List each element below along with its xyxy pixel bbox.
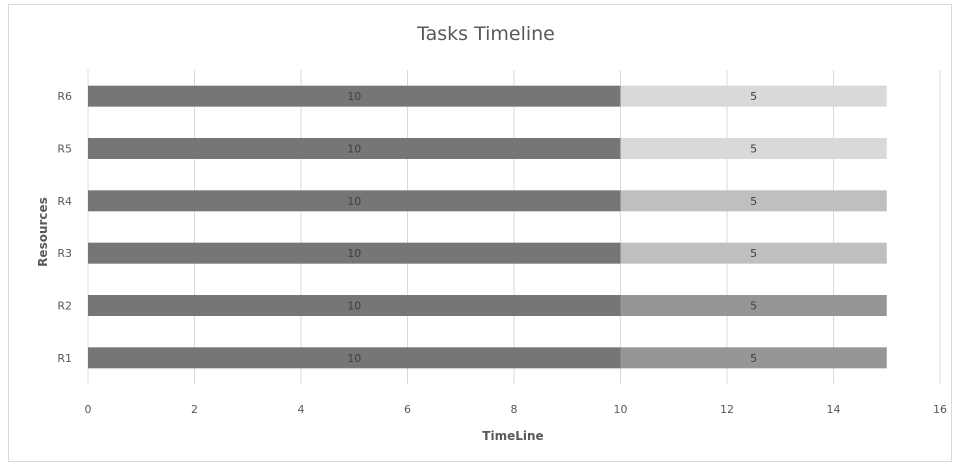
- y-tick-label-r4: R4: [57, 195, 72, 208]
- data-label-r3-segment-2: 5: [750, 247, 757, 260]
- y-tick-label-r2: R2: [57, 300, 72, 313]
- x-axis-title: TimeLine: [482, 429, 543, 443]
- data-label-r1-segment-2: 5: [750, 352, 757, 365]
- x-tick-label: 14: [827, 403, 841, 416]
- y-tick-label-r5: R5: [57, 143, 72, 156]
- data-label-r6-segment-2: 5: [750, 90, 757, 103]
- y-tick-label-r3: R3: [57, 247, 72, 260]
- data-label-r3-segment-1: 10: [347, 247, 361, 260]
- data-labels: 10 5 10 5 10 5 10 5 10 5 10 5: [347, 90, 757, 365]
- data-label-r2-segment-1: 10: [347, 300, 361, 313]
- x-tick-label: 2: [191, 403, 198, 416]
- x-tick-label: 12: [720, 403, 734, 416]
- x-tick-label: 6: [404, 403, 411, 416]
- y-axis-tick-labels: R1 R2 R3 R4 R5 R6: [57, 90, 72, 365]
- data-label-r5-segment-1: 10: [347, 143, 361, 156]
- x-tick-label: 10: [614, 403, 628, 416]
- data-label-r5-segment-2: 5: [750, 143, 757, 156]
- bar-r4-segment-2: [620, 190, 887, 212]
- bar-r4-segment-1: [88, 190, 621, 212]
- bar-r1-segment-2: [620, 347, 887, 369]
- data-label-r2-segment-2: 5: [750, 300, 757, 313]
- data-label-r4-segment-1: 10: [347, 195, 361, 208]
- chart-frame: [8, 4, 952, 462]
- x-tick-label: 0: [85, 403, 92, 416]
- bar-r2-segment-2: [620, 295, 887, 316]
- bar-r6-segment-1: [88, 85, 621, 107]
- bar-r5-segment-1: [88, 138, 621, 159]
- x-axis-tick-labels: 0 2 4 6 8 10 12 14 16: [85, 403, 948, 416]
- bar-r5-segment-2: [620, 138, 887, 159]
- bar-r3-segment-1: [88, 242, 621, 264]
- bar-r1-segment-1: [88, 347, 621, 369]
- y-axis-title: Resources: [36, 197, 50, 267]
- x-tick-label: 8: [511, 403, 518, 416]
- x-tick-label: 16: [933, 403, 947, 416]
- bar-r2-segment-1: [88, 295, 621, 316]
- y-tick-label-r6: R6: [57, 90, 72, 103]
- bar-r3-segment-2: [620, 242, 887, 264]
- grid-lines: [87, 70, 941, 384]
- x-tick-label: 4: [298, 403, 305, 416]
- bar-r6-segment-2: [620, 85, 887, 107]
- data-label-r4-segment-2: 5: [750, 195, 757, 208]
- data-label-r6-segment-1: 10: [347, 90, 361, 103]
- data-label-r1-segment-1: 10: [347, 352, 361, 365]
- chart-title: Tasks Timeline: [416, 23, 555, 45]
- y-tick-label-r1: R1: [57, 352, 72, 365]
- bars: [88, 85, 887, 369]
